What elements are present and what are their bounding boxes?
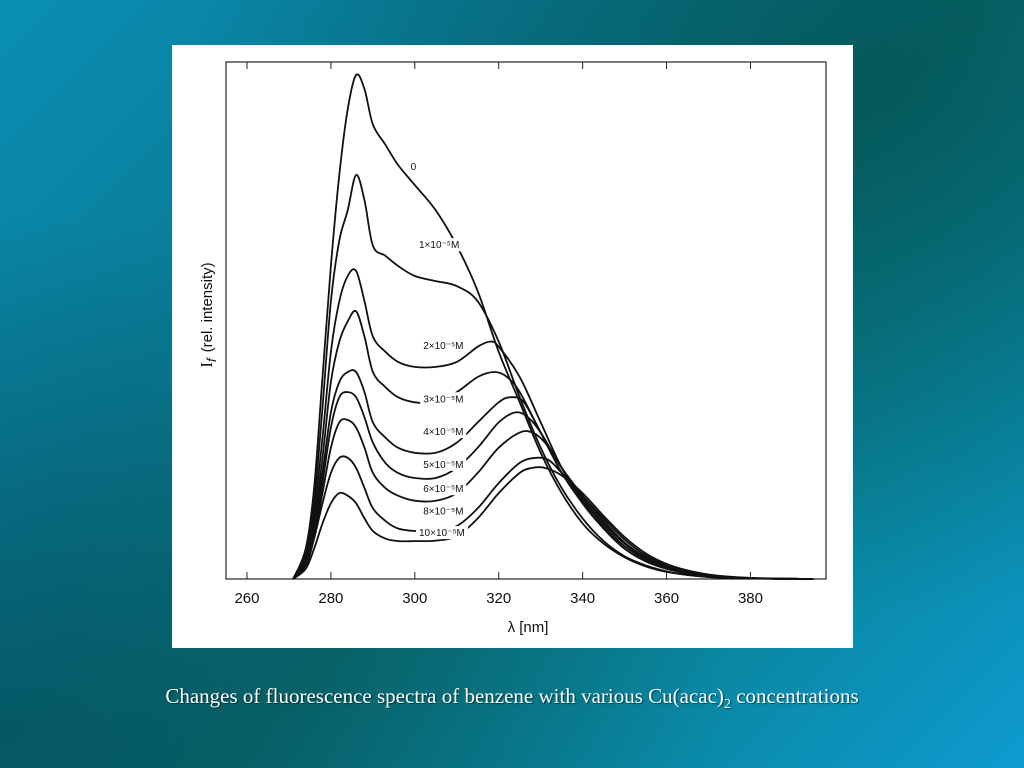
curve-label-bg: [420, 504, 467, 518]
spectrum-curve-1: [292, 174, 814, 580]
x-tick-label: 340: [570, 590, 595, 607]
figure-panel: 260 280 300 320 340 360 380 λ [nm] If (rel. inten…: [172, 45, 853, 648]
slide-caption: Changes of fluorescence spectra of benze…: [0, 684, 1024, 713]
curve-label-1: 1×10⁻⁵M: [419, 240, 459, 251]
y-axis-subscript: f: [204, 357, 219, 362]
spectrum-curve-3: [292, 309, 814, 580]
curve-label-3: 3×10⁻⁵M: [423, 394, 463, 405]
curve-label-bg: [420, 425, 467, 439]
x-axis-label: λ [nm]: [508, 619, 549, 636]
spectrum-curve-8: [292, 466, 814, 580]
curve-label-5: 5×10⁻⁵M: [423, 460, 463, 471]
y-axis-text: (rel. intensity): [199, 262, 216, 352]
curve-label-2: 2×10⁻⁵M: [423, 341, 463, 352]
x-tick-label: 380: [738, 590, 763, 607]
x-tick-label: 260: [234, 590, 259, 607]
y-axis-label: If (rel. intensity): [197, 262, 219, 367]
curve-label-bg: [420, 482, 467, 496]
x-tick-label: 360: [654, 590, 679, 607]
caption-subscript: 2: [723, 697, 731, 713]
fluorescence-spectra-chart: 260 280 300 320 340 360 380 λ [nm] If (rel. inten…: [197, 61, 827, 636]
plot-frame: [225, 61, 827, 580]
curve-label-bg: [420, 392, 467, 406]
curve-label-6: 6×10⁻⁵M: [423, 484, 463, 495]
curve-label-8: 10×10⁻⁵M: [419, 528, 465, 539]
y-axis-symbol: I: [197, 362, 216, 368]
caption-tail-text: concentrations: [730, 684, 859, 708]
x-tick-label: 300: [402, 590, 427, 607]
curve-label-bg: [420, 457, 467, 471]
curve-label-7: 8×10⁻⁵M: [423, 506, 463, 517]
caption-main-text: Changes of fluorescence spectra of benze…: [165, 684, 724, 708]
spectrum-curve-6: [292, 418, 814, 580]
curve-label-4: 4×10⁻⁵M: [423, 427, 463, 438]
curve-label-0: 0: [411, 162, 417, 173]
curve-label-bg: [416, 238, 463, 252]
curve-label-bg: [416, 526, 469, 540]
curve-label-bg: [420, 339, 467, 353]
spectrum-curve-2: [292, 268, 814, 580]
x-tick-label: 280: [318, 590, 343, 607]
x-tick-label: 320: [486, 590, 511, 607]
curve-label-bg: [407, 159, 418, 173]
